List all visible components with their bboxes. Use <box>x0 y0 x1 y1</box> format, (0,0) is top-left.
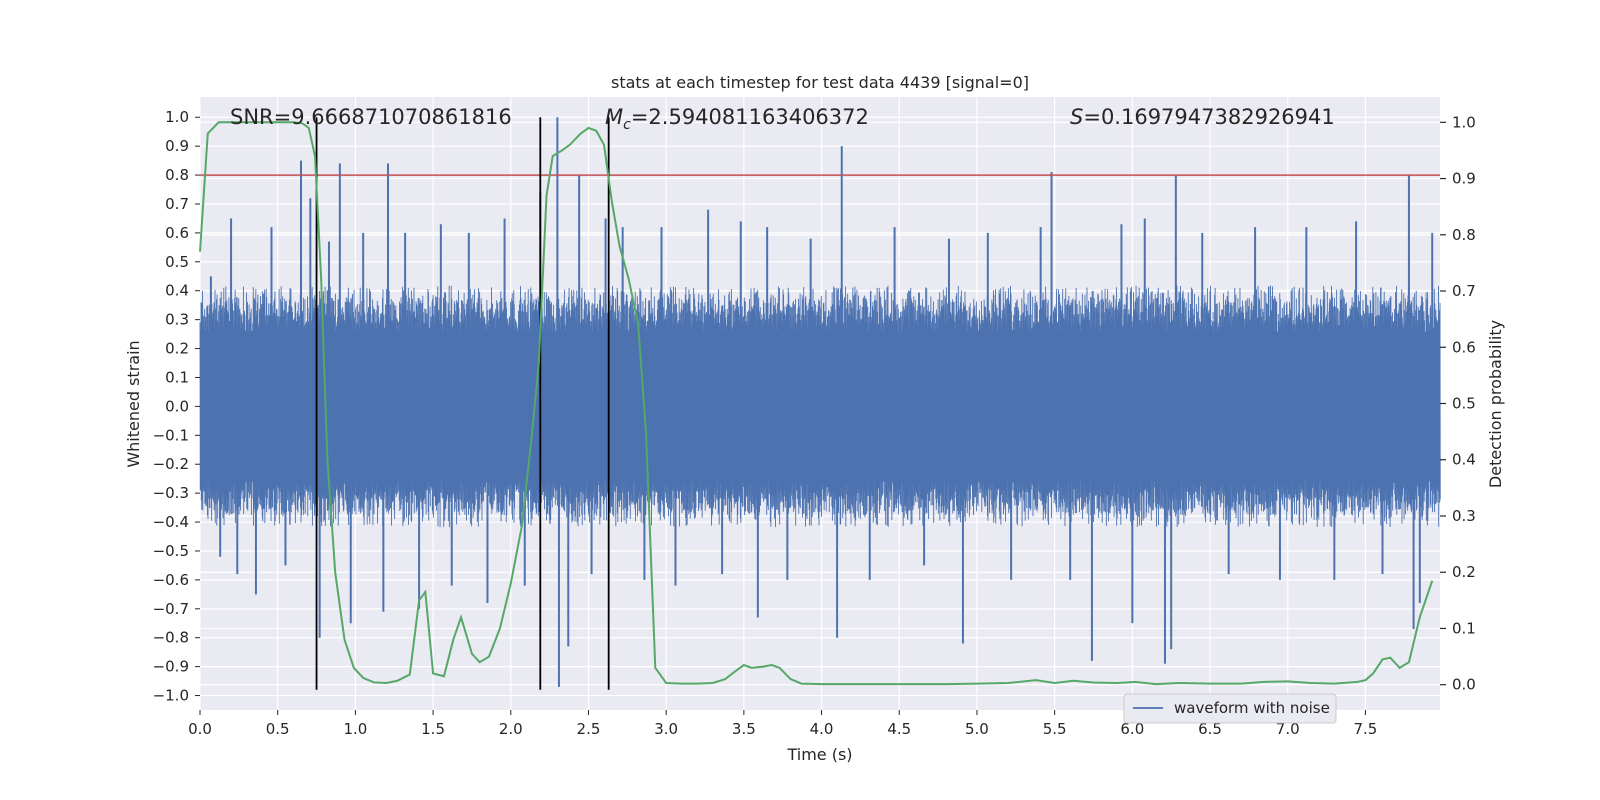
y-left-tick-label: −0.8 <box>153 629 189 647</box>
chirp-mass-annotation: Mc=2.594081163406372 <box>605 105 869 133</box>
x-tick-label: 6.0 <box>1120 720 1144 738</box>
s-annotation: S=0.1697947382926941 <box>1070 105 1335 129</box>
vertical-marker-lines <box>315 117 610 690</box>
x-tick-label: 0.0 <box>188 720 212 738</box>
y-left-tick-label: 0.6 <box>165 224 189 242</box>
y-left-tick-label: 0.3 <box>165 311 189 329</box>
x-tick-label: 0.5 <box>266 720 290 738</box>
y-right-tick-label: 0.7 <box>1452 282 1476 300</box>
y-left-tick-label: 0.1 <box>165 368 189 386</box>
detection-probability-series <box>199 121 1434 686</box>
y-axis-right-ticks: 0.0 0.1 0.2 0.3 0.4 0.5 0.6 0.7 0.8 0.9 1.0 <box>1440 113 1476 694</box>
y-left-tick-label: −0.3 <box>153 484 189 502</box>
y-right-tick-label: 0.5 <box>1452 395 1476 413</box>
y-left-tick-label: −0.2 <box>153 455 189 473</box>
x-tick-label: 3.5 <box>732 720 756 738</box>
y-left-tick-label: 0.4 <box>165 282 189 300</box>
y-left-tick-label: 0.5 <box>165 253 189 271</box>
y-axis-left-label: Whitened strain <box>124 340 143 467</box>
y-right-tick-label: 0.4 <box>1452 451 1476 469</box>
y-left-tick-label: −0.4 <box>153 513 189 531</box>
y-axis-left-ticks: −1.0 −0.9 −0.8 −0.7 −0.6 −0.5 −0.4 −0.3 −0.2 −0.1… <box>153 108 200 705</box>
x-tick-label: 4.0 <box>810 720 834 738</box>
y-left-tick-label: −0.1 <box>153 426 189 444</box>
y-left-tick-label: −1.0 <box>153 687 189 705</box>
waveform-core-band <box>200 342 1440 471</box>
legend: waveform with noise <box>1123 693 1337 724</box>
waveform-series <box>199 117 1441 687</box>
y-left-tick-label: −0.5 <box>153 542 189 560</box>
x-axis-label: Time (s) <box>786 745 852 764</box>
y-left-tick-label: 1.0 <box>165 108 189 126</box>
legend-box <box>1123 693 1337 724</box>
y-right-tick-label: 0.0 <box>1452 676 1476 694</box>
x-tick-label: 2.5 <box>577 720 601 738</box>
x-tick-label: 7.0 <box>1276 720 1300 738</box>
y-right-tick-label: 0.6 <box>1452 338 1476 356</box>
y-right-tick-label: 1.0 <box>1452 113 1476 131</box>
x-tick-label: 7.5 <box>1353 720 1377 738</box>
y-right-tick-label: 0.9 <box>1452 170 1476 188</box>
y-left-tick-label: 0.2 <box>165 340 189 358</box>
x-tick-label: 6.5 <box>1198 720 1222 738</box>
y-left-tick-label: −0.9 <box>153 658 189 676</box>
y-right-tick-label: 0.3 <box>1452 507 1476 525</box>
y-left-tick-label: 0.8 <box>165 166 189 184</box>
y-left-tick-label: 0.0 <box>165 397 189 415</box>
y-left-tick-label: −0.6 <box>153 571 189 589</box>
snr-annotation: SNR=9.666871070861816 <box>230 105 512 129</box>
y-left-tick-label: −0.7 <box>153 600 189 618</box>
x-axis-ticks: 0.0 0.5 1.0 1.5 2.0 2.5 3.0 3.5 4.0 4.5 5.0 5.5 6.0 6… <box>188 710 1377 738</box>
y-right-tick-label: 0.2 <box>1452 563 1476 581</box>
x-tick-label: 4.5 <box>887 720 911 738</box>
y-right-tick-label: 0.1 <box>1452 619 1476 637</box>
chart-title: stats at each timestep for test data 443… <box>611 73 1029 92</box>
detection-probability-line <box>199 121 1434 686</box>
x-tick-label: 1.0 <box>343 720 367 738</box>
x-tick-label: 2.0 <box>499 720 523 738</box>
y-right-tick-label: 0.8 <box>1452 226 1476 244</box>
legend-label: waveform with noise <box>1174 699 1330 717</box>
y-axis-right-label: Detection probability <box>1486 320 1505 488</box>
y-left-tick-label: 0.7 <box>165 195 189 213</box>
x-tick-label: 5.0 <box>965 720 989 738</box>
x-tick-label: 3.0 <box>654 720 678 738</box>
x-tick-label: 5.5 <box>1043 720 1067 738</box>
y-left-tick-label: 0.9 <box>165 137 189 155</box>
x-tick-label: 1.5 <box>421 720 445 738</box>
